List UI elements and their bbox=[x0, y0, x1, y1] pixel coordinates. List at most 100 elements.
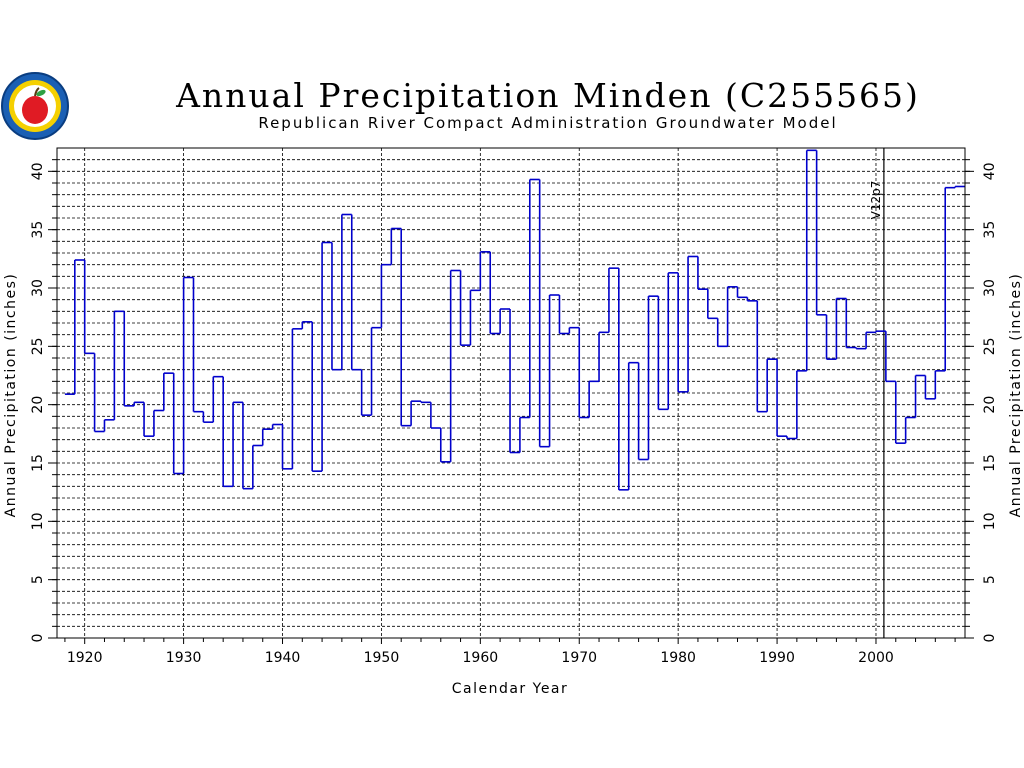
y-tick-label-left: 15 bbox=[30, 454, 46, 472]
rrca-apple-seal-icon bbox=[1, 72, 69, 140]
x-tick-label: 1920 bbox=[67, 650, 103, 666]
y-axis-label-right: Annual Precipitation (inches) bbox=[1008, 273, 1024, 518]
data-step-1992 bbox=[796, 370, 807, 439]
data-step-1919 bbox=[74, 259, 85, 395]
y-tick-label-right: 15 bbox=[982, 454, 998, 472]
data-step-1948 bbox=[360, 369, 372, 416]
data-step-1957 bbox=[449, 269, 461, 462]
data-step-1937 bbox=[252, 444, 263, 489]
data-step-1951 bbox=[390, 227, 402, 265]
data-step-1982 bbox=[697, 256, 708, 290]
x-axis-label: Calendar Year bbox=[452, 681, 569, 697]
y-tick-label-left: 20 bbox=[30, 396, 46, 414]
y-tick-label-left: 30 bbox=[30, 279, 46, 297]
x-tick-label: 1960 bbox=[463, 650, 499, 666]
data-step-2001 bbox=[885, 331, 896, 383]
y-tick-label-left: 40 bbox=[30, 162, 46, 180]
data-step-1942 bbox=[301, 321, 313, 329]
y-tick-label-left: 25 bbox=[30, 337, 46, 355]
x-tick-label: 2000 bbox=[858, 650, 894, 666]
data-step-1955 bbox=[430, 402, 441, 429]
data-step-2002 bbox=[894, 381, 906, 444]
y-tick-label-right: 20 bbox=[982, 396, 998, 414]
data-step-1989 bbox=[766, 358, 778, 412]
data-step-1961 bbox=[489, 251, 501, 335]
data-step-1945 bbox=[331, 242, 342, 371]
y-tick-label-left: 0 bbox=[30, 634, 46, 643]
data-step-1935 bbox=[232, 401, 243, 487]
data-step-1998 bbox=[855, 347, 867, 350]
data-step-1965 bbox=[528, 178, 540, 418]
data-step-1949 bbox=[370, 326, 382, 416]
data-step-1967 bbox=[548, 294, 560, 447]
y-axis-label-left: Annual Precipitation (inches) bbox=[3, 273, 19, 518]
data-step-2007 bbox=[944, 186, 956, 371]
data-step-1991 bbox=[786, 436, 797, 440]
data-step-1988 bbox=[756, 300, 768, 413]
data-step-1928 bbox=[163, 372, 174, 411]
data-step-1925 bbox=[133, 401, 145, 406]
data-step-1997 bbox=[845, 298, 857, 349]
data-step-1934 bbox=[222, 376, 234, 488]
data-step-1933 bbox=[212, 375, 224, 423]
data-step-1974 bbox=[618, 268, 629, 491]
data-step-1973 bbox=[608, 267, 619, 333]
data-step-1977 bbox=[647, 295, 659, 460]
data-step-1923 bbox=[113, 310, 125, 420]
data-step-1941 bbox=[291, 328, 303, 469]
data-step-1954 bbox=[420, 401, 431, 404]
x-tick-label: 1930 bbox=[166, 650, 202, 666]
data-step-1956 bbox=[439, 428, 451, 463]
plot-frame bbox=[56, 147, 966, 639]
data-step-1950 bbox=[380, 263, 392, 328]
data-step-1970 bbox=[578, 327, 590, 419]
data-step-2000 bbox=[875, 330, 886, 333]
data-step-1946 bbox=[341, 213, 352, 370]
x-tick-label: 1940 bbox=[265, 650, 301, 666]
y-tick-label-left: 10 bbox=[30, 512, 46, 530]
data-step-2003 bbox=[904, 416, 916, 444]
data-step-1940 bbox=[281, 424, 293, 470]
data-step-1983 bbox=[707, 289, 718, 320]
y-tick-label-right: 30 bbox=[982, 279, 998, 297]
data-step-1930 bbox=[182, 276, 194, 474]
data-step-1931 bbox=[192, 277, 204, 413]
data-step-1960 bbox=[479, 251, 491, 291]
data-step-1999 bbox=[865, 331, 876, 349]
chart-subtitle: Republican River Compact Administration … bbox=[258, 114, 837, 132]
data-step-1938 bbox=[261, 428, 273, 446]
y-tick-label-right: 40 bbox=[982, 162, 998, 180]
data-step-1994 bbox=[815, 150, 827, 316]
x-tick-label: 1970 bbox=[561, 650, 597, 666]
data-step-1964 bbox=[519, 416, 530, 453]
data-step-1968 bbox=[558, 295, 570, 335]
chart-title: Annual Precipitation Minden (C255565) bbox=[175, 76, 920, 115]
y-tick-label-right: 10 bbox=[982, 512, 998, 530]
data-step-1936 bbox=[242, 402, 253, 490]
y-tick-label-left: 35 bbox=[30, 221, 46, 239]
data-step-1984 bbox=[716, 318, 728, 348]
x-tick-label: 1990 bbox=[759, 650, 795, 666]
data-step-1947 bbox=[350, 214, 362, 371]
data-step-1952 bbox=[400, 228, 412, 427]
data-step-1971 bbox=[588, 380, 600, 418]
data-step-1978 bbox=[657, 296, 669, 411]
data-step-1987 bbox=[746, 297, 758, 302]
data-step-1963 bbox=[509, 309, 520, 454]
data-step-1996 bbox=[835, 297, 847, 360]
data-step-1980 bbox=[677, 272, 689, 393]
data-step-1920 bbox=[83, 260, 95, 355]
y-tick-label-right: 35 bbox=[982, 221, 998, 239]
x-tick-label: 1950 bbox=[364, 650, 400, 666]
data-step-1932 bbox=[202, 411, 214, 423]
data-step-1975 bbox=[627, 361, 639, 490]
data-step-1995 bbox=[825, 314, 837, 360]
y-tick-label-right: 25 bbox=[982, 337, 998, 355]
precipitation-series bbox=[64, 149, 965, 491]
data-step-1939 bbox=[271, 423, 283, 430]
data-step-1985 bbox=[726, 286, 738, 347]
data-step-1943 bbox=[311, 321, 323, 472]
data-step-1944 bbox=[321, 241, 332, 472]
grid bbox=[57, 148, 965, 638]
